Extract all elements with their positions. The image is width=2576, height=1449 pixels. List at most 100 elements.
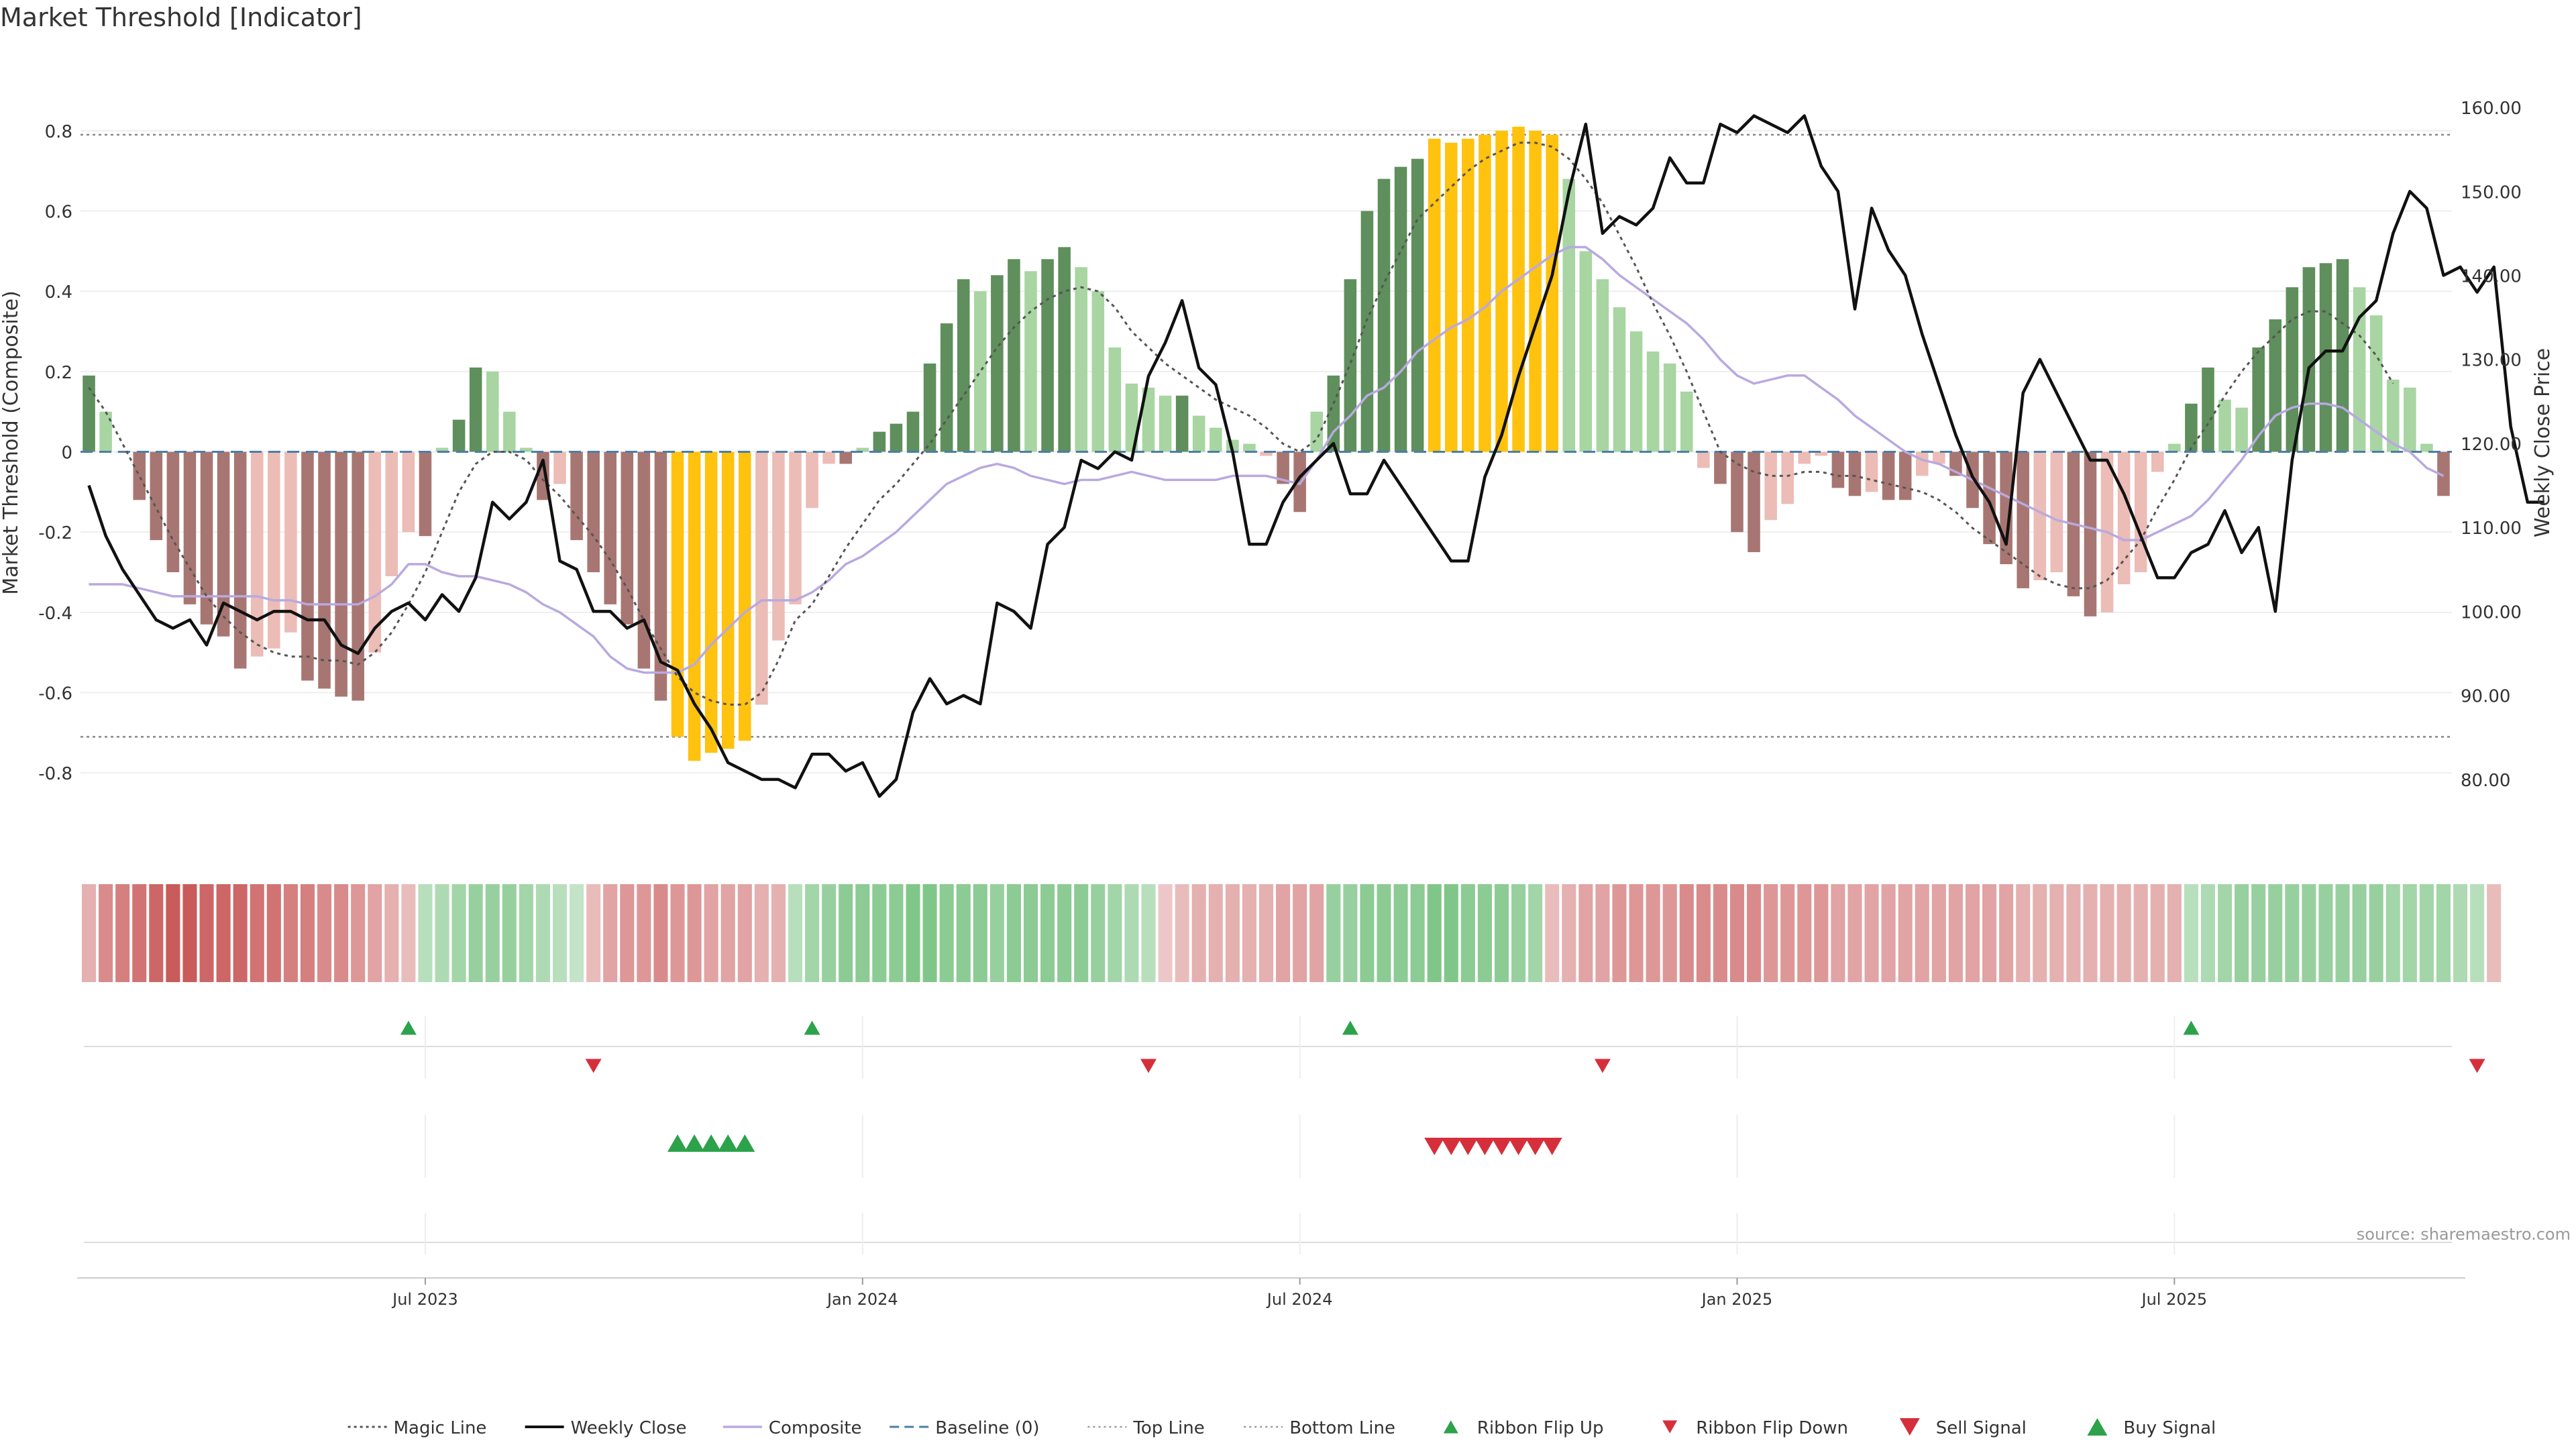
composite-bar xyxy=(671,451,684,737)
composite-bar xyxy=(1663,363,1676,452)
ribbon-cell xyxy=(1881,884,1896,982)
composite-bar xyxy=(1714,451,1727,484)
composite-bar xyxy=(1865,451,1878,492)
composite-bar xyxy=(654,451,667,701)
ribbon-cell xyxy=(149,884,164,982)
composite-bar xyxy=(1882,451,1895,500)
ribbon-cell xyxy=(653,884,668,982)
ribbon-cell xyxy=(1124,884,1139,982)
ribbon-cell xyxy=(620,884,635,982)
composite-bar xyxy=(2336,259,2349,452)
composite-bar xyxy=(2050,451,2063,572)
ribbon-cell xyxy=(2184,884,2198,982)
ribbon-cell xyxy=(2385,884,2400,982)
ribbon-cell xyxy=(1864,884,1879,982)
ribbon-cell xyxy=(2200,884,2216,982)
composite-bar xyxy=(1394,166,1407,452)
ribbon-cell xyxy=(1545,884,1560,982)
composite-bar xyxy=(890,423,903,452)
ribbon-cell xyxy=(1528,884,1543,982)
y-right-tick-label: 120.00 xyxy=(2461,435,2522,455)
chart-title: Market Threshold [Indicator] xyxy=(0,3,362,32)
composite-bar xyxy=(2017,451,2029,588)
composite-bar xyxy=(2302,267,2316,452)
ribbon-cell xyxy=(1562,884,1576,982)
y-tick-label: -0.6 xyxy=(38,684,72,704)
ribbon-cell xyxy=(1713,884,1727,982)
x-tick-label: Jul 2025 xyxy=(2140,1290,2207,1309)
composite-bar xyxy=(1108,347,1122,452)
composite-bar xyxy=(604,451,617,604)
ribbon-cell xyxy=(1729,884,1745,982)
ribbon-flip-up-marker xyxy=(1342,1020,1358,1035)
legend-label: Composite xyxy=(769,1418,862,1438)
ribbon-cell xyxy=(384,884,399,982)
y-tick-label: 0.2 xyxy=(45,363,72,383)
source-note: source: sharemaestro.com xyxy=(2357,1225,2571,1244)
ribbon-cell xyxy=(2453,884,2468,982)
ribbon-cell xyxy=(771,884,786,982)
composite-bar xyxy=(1983,451,1996,545)
ribbon-cell xyxy=(2487,884,2502,982)
y-tick-label: 0.6 xyxy=(45,203,72,223)
ribbon-cell xyxy=(1847,884,1862,982)
ribbon-flip-up-marker xyxy=(400,1020,417,1035)
ribbon-cell xyxy=(1057,884,1072,982)
composite-bar xyxy=(2134,451,2147,572)
sell-signal-marker xyxy=(1491,1137,1512,1156)
ribbon-cell xyxy=(872,884,887,982)
ribbon-cell xyxy=(2285,884,2300,982)
composite-bar xyxy=(1479,134,1491,452)
ribbon-flip-up-marker xyxy=(2183,1020,2200,1035)
composite-bar xyxy=(335,451,347,697)
composite-bar xyxy=(1462,138,1474,452)
ribbon-cell xyxy=(2049,884,2064,982)
sell-signal-marker xyxy=(1424,1137,1445,1156)
ribbon-cell xyxy=(535,884,550,982)
composite-bar xyxy=(1596,279,1609,452)
buy-signal-marker xyxy=(735,1134,755,1152)
composite-bar xyxy=(772,451,785,641)
ribbon-cell xyxy=(1831,884,1845,982)
composite-bar xyxy=(402,451,415,533)
ribbon-cell xyxy=(1141,884,1156,982)
ribbon-cell xyxy=(2100,884,2114,982)
ribbon-cell xyxy=(485,884,500,982)
sell-signal-marker xyxy=(1441,1137,1462,1156)
composite-bar xyxy=(435,447,449,452)
composite-bar xyxy=(1697,451,1710,468)
sell-signal-marker xyxy=(1458,1137,1479,1156)
ribbon-cell xyxy=(233,884,248,982)
ribbon-cell xyxy=(1393,884,1408,982)
composite-bar xyxy=(1260,451,1273,456)
ribbon-cell xyxy=(1764,884,1778,982)
ribbon-cell xyxy=(115,884,130,982)
ribbon-cell xyxy=(552,884,568,982)
composite-bar xyxy=(721,451,735,749)
y-tick-label: -0.2 xyxy=(38,523,72,543)
composite-bar xyxy=(2033,451,2047,580)
y-tick-label: -0.8 xyxy=(38,764,72,784)
composite-bar xyxy=(1831,451,1845,488)
composite-bar xyxy=(1629,331,1643,452)
x-tick-label: Jan 2024 xyxy=(826,1290,898,1309)
composite-bar xyxy=(2185,403,2198,452)
y-tick-label: 0.8 xyxy=(45,122,72,142)
composite-bar xyxy=(1008,259,1020,452)
ribbon-cell xyxy=(956,884,971,982)
ribbon-cell xyxy=(1326,884,1341,982)
ribbon-cell xyxy=(99,884,113,982)
composite-bar xyxy=(2117,451,2131,584)
composite-bar xyxy=(1646,351,1660,452)
ribbon-cell xyxy=(855,884,870,982)
composite-bar xyxy=(2084,451,2097,616)
composite-bar xyxy=(2269,319,2282,452)
composite-bar xyxy=(452,419,466,452)
composite-bar xyxy=(419,451,432,537)
magic-line xyxy=(88,142,2394,706)
ribbon-cell xyxy=(1679,884,1694,982)
ribbon-cell xyxy=(1360,884,1375,982)
legend-swatch-flip-up xyxy=(1443,1420,1458,1434)
ribbon-cell xyxy=(906,884,920,982)
